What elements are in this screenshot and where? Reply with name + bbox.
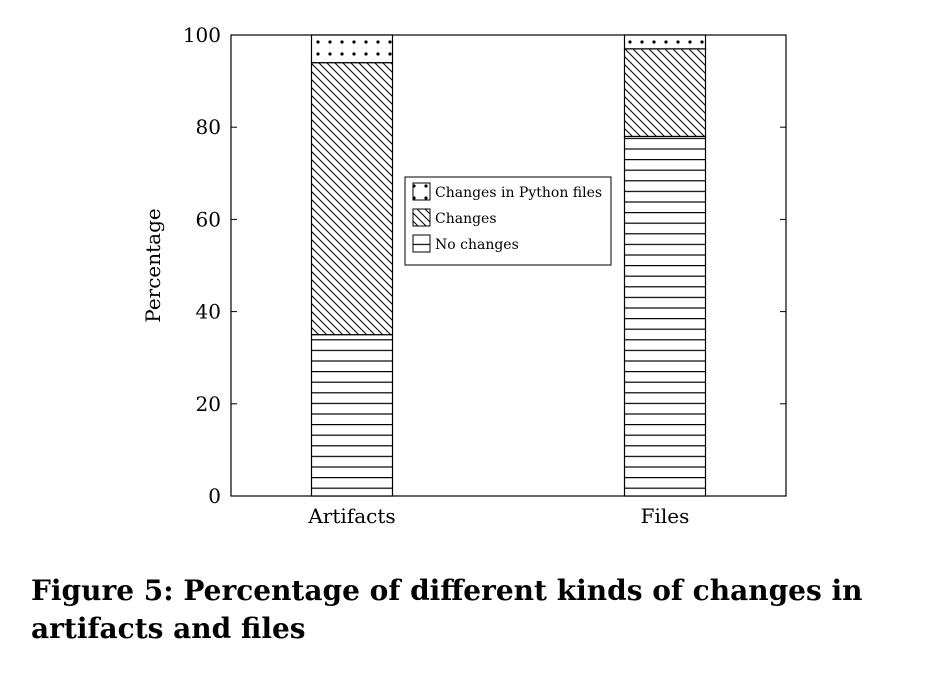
y-tick-label: 100 <box>183 23 221 47</box>
legend-box <box>404 176 612 266</box>
x-tick-label: Artifacts <box>307 504 395 528</box>
x-tick-label: Files <box>641 504 690 528</box>
legend-swatch-changes <box>412 208 431 227</box>
legend-swatch-no-changes <box>412 234 431 253</box>
bar-artifacts-changes <box>310 62 394 336</box>
bar-files-changes-in-python-files <box>623 34 707 50</box>
legend-label-changes: Changes <box>435 211 497 227</box>
legend-label-no-changes: No changes <box>435 237 519 253</box>
chart: 0 20 40 60 80 100 Percentage Artifacts Files Cha… <box>141 23 787 528</box>
legend-swatch-changes-in-python-files <box>412 182 431 201</box>
plot-frame <box>230 34 787 497</box>
y-tick-label: 60 <box>196 207 221 231</box>
y-tick-label: 20 <box>196 392 221 416</box>
bar-files-no-changes <box>623 135 707 497</box>
figure-caption: Figure 5: Percentage of different kinds … <box>31 574 863 645</box>
bar-artifacts-changes-in-python-files <box>310 34 394 64</box>
legend: Changes in Python files Changes No changes <box>404 176 612 266</box>
y-tick-label: 0 <box>208 484 221 508</box>
y-tick-label: 40 <box>196 300 221 324</box>
bar-artifacts-no-changes <box>310 334 394 497</box>
bar-files-changes <box>623 48 707 138</box>
y-tick-label: 80 <box>196 115 221 139</box>
legend-label-changes-in-python-files: Changes in Python files <box>435 185 602 201</box>
y-axis-label: Percentage <box>141 208 165 322</box>
